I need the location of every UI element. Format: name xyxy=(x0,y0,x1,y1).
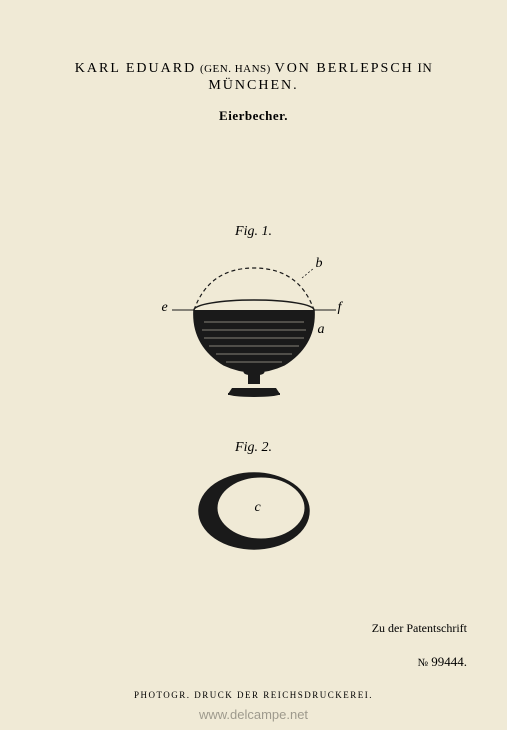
patent-footer: Zu der Patentschrift № 99444. xyxy=(0,621,467,670)
ref-b: b xyxy=(316,256,323,272)
author-in: IN xyxy=(418,60,433,75)
printer-attribution: PHOTOGR. DRUCK DER REICHSDRUCKEREI. xyxy=(0,690,507,700)
ref-e: e xyxy=(162,300,168,316)
patent-header: KARL EDUARD (GEN. HANS) VON BERLEPSCH IN… xyxy=(40,60,467,124)
fig1-container: e f b a xyxy=(154,250,354,420)
watermark-text: www.delcampe.net xyxy=(0,707,507,722)
author-city: MÜNCHEN. xyxy=(208,78,298,93)
ref-a: a xyxy=(318,322,325,338)
patent-number: № 99444. xyxy=(0,654,467,670)
author-gen: (GEN. HANS) xyxy=(200,63,271,75)
author-prefix: KARL EDUARD xyxy=(75,61,196,76)
author-suffix: VON BERLEPSCH xyxy=(275,61,414,76)
figures-section: Fig. 1. xyxy=(40,224,467,556)
ref-c: c xyxy=(255,500,261,516)
fig2-label: Fig. 2. xyxy=(40,440,467,456)
fig1-label: Fig. 1. xyxy=(40,224,467,240)
patent-page: KARL EDUARD (GEN. HANS) VON BERLEPSCH IN… xyxy=(0,0,507,730)
author-line: KARL EDUARD (GEN. HANS) VON BERLEPSCH IN… xyxy=(40,60,467,94)
patent-reference-text: Zu der Patentschrift xyxy=(0,621,467,636)
patent-title: Eierbecher. xyxy=(40,108,467,124)
ref-f: f xyxy=(338,300,342,316)
patent-no-label: № xyxy=(418,657,429,669)
fig2-container: c xyxy=(189,466,319,556)
fig2-drawing xyxy=(189,466,319,556)
patent-number-value: 99444. xyxy=(431,654,467,669)
